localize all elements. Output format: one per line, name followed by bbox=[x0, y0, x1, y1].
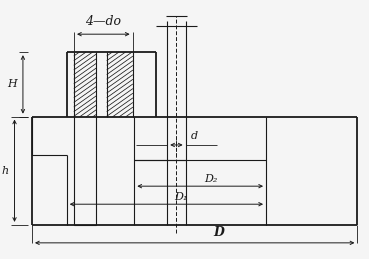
Text: 4—do: 4—do bbox=[85, 15, 121, 28]
Text: D: D bbox=[213, 226, 224, 239]
Text: d: d bbox=[191, 131, 198, 141]
Text: D₂: D₂ bbox=[204, 174, 217, 184]
Text: H: H bbox=[7, 80, 17, 89]
Text: D₁: D₁ bbox=[174, 192, 187, 202]
Text: h: h bbox=[1, 166, 8, 176]
